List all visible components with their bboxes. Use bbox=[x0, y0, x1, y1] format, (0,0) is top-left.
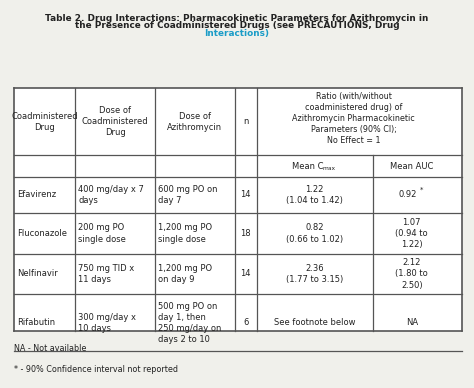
Text: Dose of
Azithromycin: Dose of Azithromycin bbox=[167, 112, 222, 132]
Text: 200 mg PO
single dose: 200 mg PO single dose bbox=[78, 223, 126, 244]
Text: Mean AUC: Mean AUC bbox=[390, 161, 434, 171]
Text: 6: 6 bbox=[243, 318, 248, 327]
Text: 400 mg/day x 7
days: 400 mg/day x 7 days bbox=[78, 185, 144, 205]
Text: Efavirenz: Efavirenz bbox=[17, 191, 56, 199]
Text: Nelfinavir: Nelfinavir bbox=[17, 269, 57, 279]
Text: 2.12
(1.80 to
2.50): 2.12 (1.80 to 2.50) bbox=[395, 258, 428, 289]
Text: *: * bbox=[420, 187, 423, 193]
Text: 300 mg/day x
10 days: 300 mg/day x 10 days bbox=[78, 313, 136, 333]
Bar bbox=[14, 88, 462, 331]
Text: 2.36
(1.77 to 3.15): 2.36 (1.77 to 3.15) bbox=[286, 264, 343, 284]
Text: Ratio (with/without
coadministered drug) of
Azithromycin Pharmacokinetic
Paramet: Ratio (with/without coadministered drug)… bbox=[292, 92, 415, 146]
Text: NA: NA bbox=[406, 318, 418, 327]
Text: 0.82
(0.66 to 1.02): 0.82 (0.66 to 1.02) bbox=[286, 223, 343, 244]
Text: Fluconazole: Fluconazole bbox=[17, 229, 67, 238]
Text: 600 mg PO on
day 7: 600 mg PO on day 7 bbox=[158, 185, 217, 205]
Text: 18: 18 bbox=[240, 229, 251, 238]
Text: 750 mg TID x
11 days: 750 mg TID x 11 days bbox=[78, 264, 135, 284]
Text: Coadministered
Drug: Coadministered Drug bbox=[11, 112, 78, 132]
Text: 500 mg PO on
day 1, then
250 mg/day on
days 2 to 10: 500 mg PO on day 1, then 250 mg/day on d… bbox=[158, 301, 221, 344]
Text: 1,200 mg PO
on day 9: 1,200 mg PO on day 9 bbox=[158, 264, 212, 284]
Text: n: n bbox=[243, 117, 248, 126]
Text: 0.92: 0.92 bbox=[399, 191, 417, 199]
Text: 14: 14 bbox=[240, 191, 251, 199]
Text: the Presence of Coadministered Drugs (see PRECAUTIONS, Drug: the Presence of Coadministered Drugs (se… bbox=[75, 21, 399, 30]
Text: max: max bbox=[322, 166, 335, 171]
Text: NA - Not available: NA - Not available bbox=[14, 344, 86, 353]
Text: Dose of
Coadministered
Drug: Dose of Coadministered Drug bbox=[82, 106, 148, 137]
Text: Mean C: Mean C bbox=[292, 161, 323, 171]
Text: 1.22
(1.04 to 1.42): 1.22 (1.04 to 1.42) bbox=[286, 185, 343, 205]
Text: 1,200 mg PO
single dose: 1,200 mg PO single dose bbox=[158, 223, 212, 244]
Text: Table 2. Drug Interactions: Pharmacokinetic Parameters for Azithromycin in: Table 2. Drug Interactions: Pharmacokine… bbox=[46, 14, 428, 23]
Text: 14: 14 bbox=[240, 269, 251, 279]
Text: Interactions): Interactions) bbox=[204, 29, 270, 38]
Text: See footnote below: See footnote below bbox=[274, 318, 356, 327]
Text: * - 90% Confidence interval not reported: * - 90% Confidence interval not reported bbox=[14, 365, 178, 374]
Text: Rifabutin: Rifabutin bbox=[17, 318, 55, 327]
Text: 1.07
(0.94 to
1.22): 1.07 (0.94 to 1.22) bbox=[395, 218, 428, 249]
